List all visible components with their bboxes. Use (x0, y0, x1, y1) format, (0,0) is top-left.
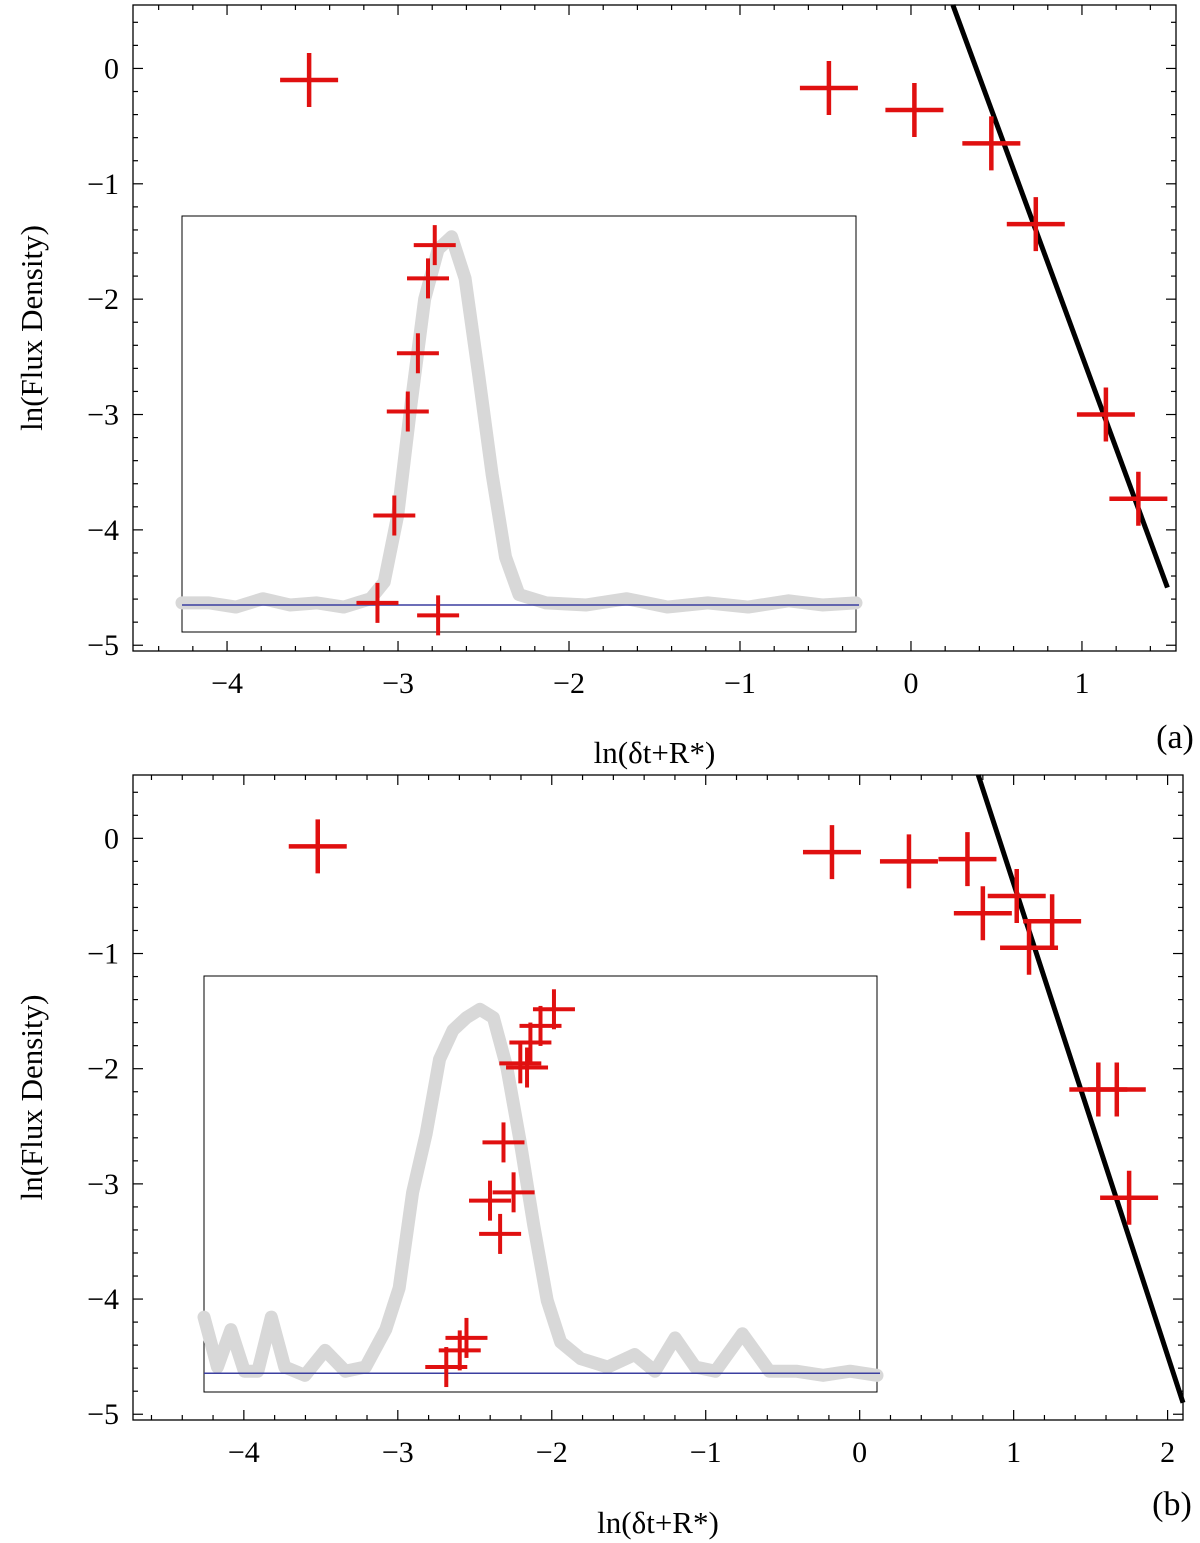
inset-data-point (492, 1172, 535, 1213)
y-tick-label: −2 (87, 1053, 119, 1086)
panel-label: (b) (1152, 1486, 1192, 1523)
panel-label: (a) (1156, 719, 1194, 756)
inset-data-point (356, 582, 399, 623)
x-tick-label: −1 (690, 1436, 722, 1469)
panel-a: −4 −3 −2 −1 0 1 0 −1 −2 −3 −4 −5 ln(δt+R*) ln(Flux De… (14, 4, 1194, 770)
x-tick-label: 1 (1074, 667, 1089, 700)
inset-data-point (386, 391, 429, 432)
data-point (885, 82, 944, 137)
data-point (802, 825, 861, 880)
data-point (953, 886, 1012, 941)
inset-data-point (425, 1347, 468, 1388)
inset-data-point (479, 1213, 522, 1254)
inset-points (356, 225, 460, 636)
y-tick-label: −2 (87, 283, 119, 316)
x-tick-label: −4 (211, 667, 243, 700)
inset-data-point (413, 225, 456, 266)
y-tick-label: −3 (87, 1168, 119, 1201)
data-point (938, 832, 997, 887)
data-point (1023, 894, 1082, 949)
y-tick-label: −3 (87, 399, 119, 432)
y-tick-label: −1 (87, 938, 119, 971)
x-tick-label: 0 (903, 667, 918, 700)
x-tick-label: 2 (1160, 1436, 1175, 1469)
y-axis-label: ln(Flux Density) (14, 225, 49, 431)
data-point (1006, 197, 1065, 252)
y-tick-label: −1 (87, 168, 119, 201)
y-tick-label: 0 (104, 822, 119, 855)
y-tick-label: 0 (104, 52, 119, 85)
inset-data-point (417, 595, 460, 636)
inset-light-curve (197, 1002, 884, 1382)
inset-data-point (506, 1047, 549, 1088)
inset-points (425, 989, 575, 1388)
y-tick-label: −4 (87, 514, 119, 547)
panel-b: −4 −3 −2 −1 0 1 2 0 −1 −2 −3 −4 −5 ln(δt+R*) ln(Flux D… (14, 774, 1192, 1540)
x-axis-label: ln(δt+R*) (597, 1505, 719, 1540)
data-point (288, 819, 347, 874)
data-point (987, 868, 1046, 923)
x-tick-label: 1 (1006, 1436, 1021, 1469)
data-point (879, 834, 938, 889)
data-point (962, 116, 1021, 171)
inset-frame (181, 215, 857, 633)
data-point (1100, 1170, 1159, 1225)
x-axis-label: ln(δt+R*) (594, 735, 716, 770)
inset-data-point (407, 258, 450, 299)
inset-data-point (373, 495, 416, 536)
x-tick-label: 0 (852, 1436, 867, 1469)
tick-marks (133, 5, 1176, 651)
x-tick-label: −1 (724, 667, 756, 700)
data-points (288, 819, 1159, 1225)
y-axis-label: ln(Flux Density) (14, 995, 49, 1201)
y-tick-label: −4 (87, 1283, 119, 1316)
x-tick-label: −3 (382, 667, 414, 700)
data-point (1076, 387, 1135, 442)
inset-data-point (396, 333, 439, 374)
inset-data-point (509, 1022, 552, 1063)
data-point (280, 52, 339, 107)
data-point (1109, 471, 1168, 526)
inset-data-point (519, 1005, 562, 1046)
data-point (1087, 1062, 1146, 1117)
plot-frame (132, 4, 1177, 652)
inset-data-point (499, 1043, 542, 1084)
x-tick-label: −3 (382, 1436, 414, 1469)
data-points (280, 52, 1168, 526)
x-tick-label: −4 (228, 1436, 260, 1469)
y-tick-label: −5 (87, 629, 119, 662)
inset-data-point (482, 1122, 525, 1163)
plot-frame (132, 774, 1184, 1421)
x-tick-label: −2 (536, 1436, 568, 1469)
x-tick-label: −2 (553, 667, 585, 700)
tick-marks (133, 775, 1183, 1420)
inset-data-point (469, 1180, 512, 1221)
fit-line (950, 4, 1170, 589)
data-point (1000, 920, 1059, 975)
y-tick-label: −5 (87, 1398, 119, 1431)
data-point (799, 61, 858, 116)
